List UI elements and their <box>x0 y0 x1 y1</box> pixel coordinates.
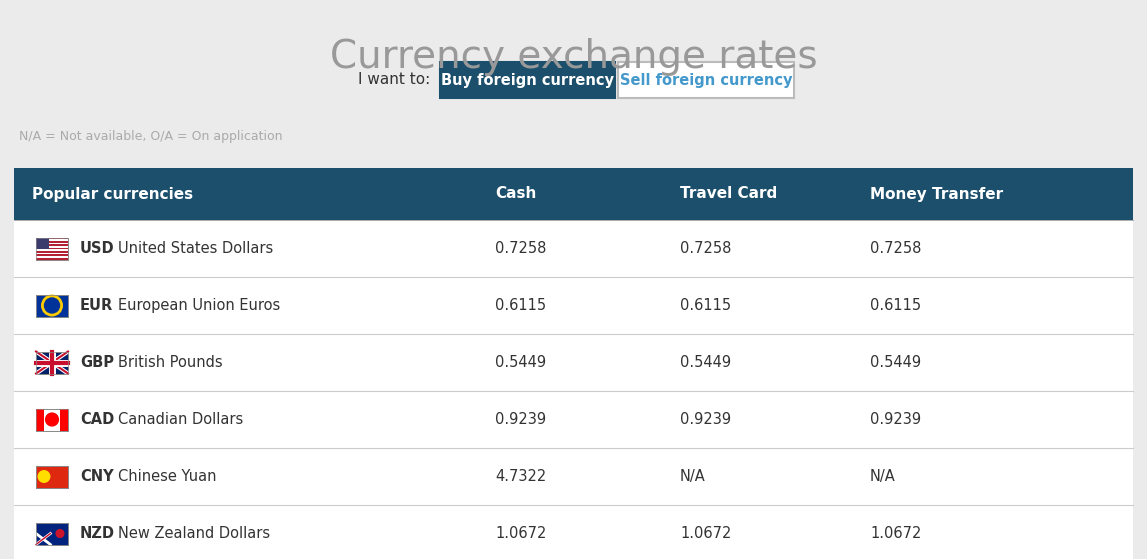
Bar <box>36 466 68 487</box>
Bar <box>618 62 794 98</box>
Text: Cash: Cash <box>496 187 537 201</box>
Text: 1.0672: 1.0672 <box>680 526 732 541</box>
Bar <box>36 523 68 544</box>
Bar <box>36 239 68 241</box>
Text: 0.6115: 0.6115 <box>496 298 546 313</box>
Bar <box>36 295 68 316</box>
Bar <box>14 277 1133 334</box>
Bar <box>36 238 68 259</box>
Bar <box>14 220 1133 277</box>
Bar <box>14 334 1133 391</box>
Bar <box>36 409 44 430</box>
Bar <box>36 409 68 430</box>
Text: 4.7322: 4.7322 <box>496 469 546 484</box>
Text: 0.7258: 0.7258 <box>680 241 732 256</box>
Bar <box>36 246 68 248</box>
Bar <box>14 448 1133 505</box>
Bar <box>36 251 68 253</box>
Text: 0.6115: 0.6115 <box>680 298 731 313</box>
Bar <box>36 523 68 544</box>
Text: NZD: NZD <box>80 526 115 541</box>
Text: GBP: GBP <box>80 355 114 370</box>
Text: 0.7258: 0.7258 <box>871 241 921 256</box>
Text: USD: USD <box>80 241 115 256</box>
Text: Travel Card: Travel Card <box>680 187 778 201</box>
Text: Money Transfer: Money Transfer <box>871 187 1004 201</box>
Text: CAD: CAD <box>80 412 115 427</box>
Bar <box>36 523 68 544</box>
Text: 0.7258: 0.7258 <box>496 241 546 256</box>
Text: New Zealand Dollars: New Zealand Dollars <box>118 526 271 541</box>
Text: Sell foreign currency: Sell foreign currency <box>619 73 793 88</box>
Text: 0.6115: 0.6115 <box>871 298 921 313</box>
Text: United States Dollars: United States Dollars <box>118 241 273 256</box>
Bar <box>36 466 68 487</box>
Bar <box>36 241 68 243</box>
Bar <box>36 256 68 258</box>
Text: Popular currencies: Popular currencies <box>32 187 193 201</box>
Bar <box>36 352 68 373</box>
Bar <box>36 352 68 373</box>
Bar <box>36 295 68 316</box>
Text: Canadian Dollars: Canadian Dollars <box>118 412 243 427</box>
Bar <box>36 254 68 256</box>
Bar <box>36 249 68 251</box>
Text: EUR: EUR <box>80 298 114 313</box>
Bar <box>14 391 1133 448</box>
Bar <box>14 505 1133 559</box>
Bar <box>36 238 68 259</box>
Bar <box>440 62 615 98</box>
Bar <box>14 168 1133 220</box>
Bar <box>36 409 68 430</box>
Bar <box>36 248 68 249</box>
Text: 1.0672: 1.0672 <box>871 526 921 541</box>
Bar <box>60 409 68 430</box>
Text: 0.9239: 0.9239 <box>871 412 921 427</box>
Text: European Union Euros: European Union Euros <box>118 298 280 313</box>
Text: N/A: N/A <box>680 469 705 484</box>
Bar <box>36 258 68 259</box>
Bar <box>36 409 68 430</box>
Text: 0.5449: 0.5449 <box>496 355 546 370</box>
Circle shape <box>46 413 58 426</box>
Text: Buy foreign currency: Buy foreign currency <box>440 73 614 88</box>
Text: 0.5449: 0.5449 <box>871 355 921 370</box>
Circle shape <box>56 530 64 537</box>
Text: British Pounds: British Pounds <box>118 355 223 370</box>
Text: N/A = Not available, O/A = On application: N/A = Not available, O/A = On applicatio… <box>19 130 282 143</box>
Text: 0.5449: 0.5449 <box>680 355 731 370</box>
Bar <box>36 253 68 254</box>
Text: Currency exchange rates: Currency exchange rates <box>329 38 818 76</box>
Text: I want to:: I want to: <box>358 73 430 88</box>
Text: N/A: N/A <box>871 469 896 484</box>
Text: CNY: CNY <box>80 469 114 484</box>
Bar <box>36 238 49 249</box>
Text: Chinese Yuan: Chinese Yuan <box>118 469 217 484</box>
Bar <box>36 244 68 246</box>
Text: 1.0672: 1.0672 <box>496 526 546 541</box>
Text: 0.9239: 0.9239 <box>680 412 731 427</box>
Bar <box>36 243 68 244</box>
Text: 0.9239: 0.9239 <box>496 412 546 427</box>
Bar <box>36 295 68 316</box>
Circle shape <box>38 471 49 482</box>
Bar <box>36 466 68 487</box>
Bar <box>36 238 68 239</box>
Bar <box>36 352 68 373</box>
